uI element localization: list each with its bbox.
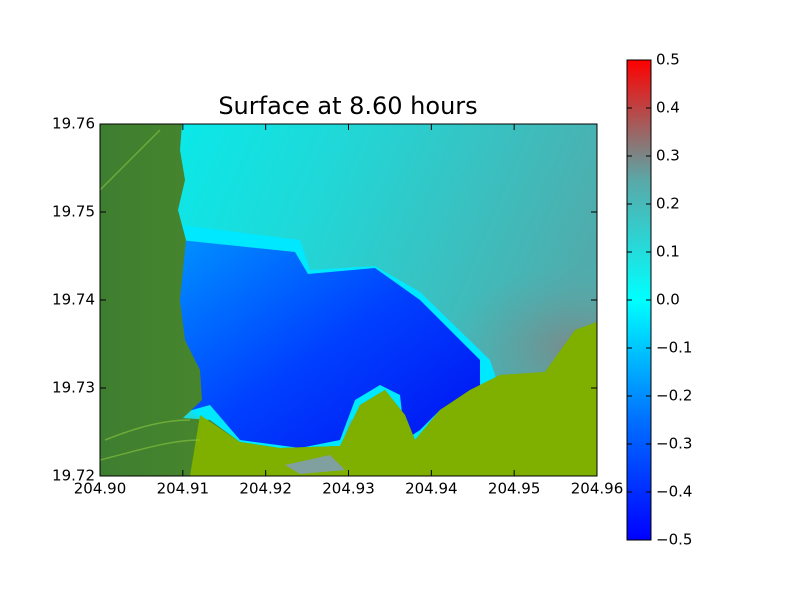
chart-title: Surface at 8.60 hours [218, 92, 477, 120]
x-tick-label: 204.96 [571, 480, 624, 498]
colorbar-tick-label: −0.2 [656, 387, 692, 405]
colorbar-tick-label: −0.4 [656, 483, 692, 501]
y-tick-label: 19.76 [52, 115, 95, 133]
y-tick-label: 19.72 [52, 467, 95, 485]
colorbar-tick-label: 0.3 [656, 147, 680, 165]
y-tick-label: 19.73 [52, 379, 95, 397]
colorbar-tick-label: 0.5 [656, 51, 680, 69]
x-tick-label: 204.90 [74, 480, 127, 498]
y-tick-label: 19.75 [52, 203, 95, 221]
x-tick-label: 204.92 [239, 480, 292, 498]
x-tick-label: 204.93 [322, 480, 375, 498]
colorbar-tick-label: 0.4 [656, 99, 680, 117]
y-tick-label: 19.74 [52, 291, 95, 309]
x-tick-label: 204.91 [157, 480, 210, 498]
x-tick-label: 204.95 [488, 480, 541, 498]
colorbar-tick-label: −0.5 [656, 531, 692, 549]
colorbar-tick-label: −0.1 [656, 339, 692, 357]
colorbar-tick-label: −0.3 [656, 435, 692, 453]
colorbar-tick-label: 0.0 [656, 291, 680, 309]
map-image [100, 124, 597, 476]
colorbar-tick-label: 0.2 [656, 195, 680, 213]
colorbar-tick-label: 0.1 [656, 243, 680, 261]
x-tick-label: 204.94 [405, 480, 458, 498]
